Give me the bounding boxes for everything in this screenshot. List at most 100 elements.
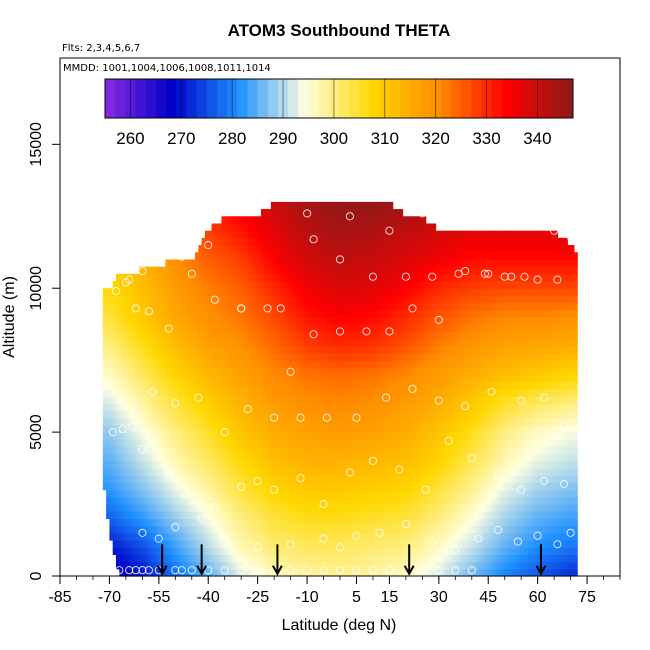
heatmap-cell: [155, 295, 160, 304]
heatmap-cell: [419, 245, 423, 253]
heatmap-cell: [389, 317, 394, 325]
heatmap-cell: [346, 532, 351, 541]
heatmap-cell: [316, 317, 321, 325]
heatmap-cell: [257, 381, 262, 390]
heatmap-cell: [363, 468, 367, 476]
heatmap-cell: [435, 352, 440, 361]
heatmap-cell: [112, 324, 117, 332]
heatmap-cell: [422, 547, 427, 556]
heatmap-cell: [267, 561, 272, 570]
heatmap-cell: [234, 388, 239, 397]
heatmap-cell: [241, 381, 246, 390]
heatmap-cell: [343, 309, 348, 318]
heatmap-cell: [218, 345, 223, 354]
heatmap-cell: [188, 367, 193, 376]
heatmap-cell: [382, 547, 387, 556]
heatmap-cell: [267, 237, 272, 246]
heatmap-cell: [310, 482, 315, 491]
heatmap-cell: [260, 381, 265, 390]
heatmap-cell: [106, 374, 111, 383]
heatmap-cell: [231, 367, 236, 376]
heatmap-cell: [155, 417, 160, 426]
heatmap-cell: [218, 568, 223, 577]
heatmap-cell: [201, 468, 206, 476]
heatmap-cell: [396, 331, 400, 340]
heatmap-cell: [333, 374, 338, 383]
heatmap-cell: [129, 504, 134, 512]
heatmap-cell: [287, 496, 292, 505]
heatmap-cell: [119, 504, 124, 512]
heatmap-cell: [198, 317, 203, 325]
heatmap-cell: [191, 281, 196, 289]
heatmap-cell: [402, 338, 407, 347]
heatmap-cell: [333, 518, 338, 527]
heatmap-cell: [165, 259, 170, 268]
heatmap-cell: [313, 360, 318, 368]
heatmap-cell: [372, 295, 377, 304]
heatmap-cell: [363, 489, 367, 498]
heatmap-cell: [382, 252, 387, 261]
heatmap-cell: [244, 245, 249, 253]
heatmap-cell: [172, 504, 176, 512]
heatmap-cell: [303, 201, 308, 210]
heatmap-cell: [438, 388, 443, 397]
heatmap-cell: [422, 345, 427, 354]
heatmap-cell: [214, 432, 219, 440]
heatmap-cell: [264, 489, 269, 498]
heatmap-cell: [254, 489, 259, 498]
heatmap-cell: [287, 489, 292, 498]
heatmap-cell: [204, 540, 209, 548]
heatmap-cell: [359, 417, 364, 426]
heatmap-cell: [181, 482, 186, 491]
heatmap-cell: [181, 417, 186, 426]
heatmap-cell: [234, 288, 239, 297]
heatmap-cell: [293, 496, 298, 505]
heatmap-cell: [435, 331, 440, 340]
heatmap-cell: [135, 381, 140, 390]
heatmap-cell: [425, 475, 430, 484]
heatmap-cell: [392, 331, 397, 340]
heatmap-cell: [218, 381, 223, 390]
heatmap-cell: [148, 324, 153, 332]
heatmap-cell: [277, 525, 282, 534]
heatmap-cell: [198, 403, 203, 412]
heatmap-cell: [333, 266, 338, 275]
heatmap-cell: [438, 324, 443, 332]
heatmap-cell: [349, 352, 354, 361]
heatmap-cell: [155, 273, 160, 282]
heatmap-cell: [237, 216, 242, 225]
heatmap-cell: [218, 295, 223, 304]
heatmap-cell: [241, 554, 246, 563]
heatmap-cell: [369, 504, 374, 512]
heatmap-cell: [142, 453, 147, 462]
heatmap-cell: [218, 396, 223, 404]
heatmap-cell: [231, 568, 236, 577]
heatmap-cell: [188, 302, 193, 311]
heatmap-cell: [438, 432, 443, 440]
heatmap-cell: [260, 252, 265, 261]
heatmap-cell: [356, 532, 361, 541]
heatmap-cell: [336, 518, 341, 527]
heatmap-cell: [396, 554, 400, 563]
heatmap-cell: [158, 331, 163, 340]
heatmap-cell: [422, 403, 427, 412]
heatmap-cell: [307, 352, 311, 361]
heatmap-cell: [438, 317, 443, 325]
heatmap-cell: [201, 496, 206, 505]
heatmap-cell: [359, 381, 364, 390]
heatmap-cell: [392, 360, 397, 368]
heatmap-cell: [405, 532, 410, 541]
heatmap-cell: [412, 309, 417, 318]
heatmap-cell: [211, 568, 216, 577]
heatmap-cell: [267, 489, 272, 498]
heatmap-cell: [297, 475, 302, 484]
heatmap-cell: [280, 432, 285, 440]
heatmap-cell: [290, 568, 295, 577]
heatmap-cell: [300, 482, 305, 491]
heatmap-cell: [382, 324, 387, 332]
heatmap-cell: [340, 288, 344, 297]
heatmap-cell: [218, 511, 223, 520]
heatmap-cell: [287, 317, 292, 325]
heatmap-cell: [297, 288, 302, 297]
heatmap-cell: [415, 338, 420, 347]
